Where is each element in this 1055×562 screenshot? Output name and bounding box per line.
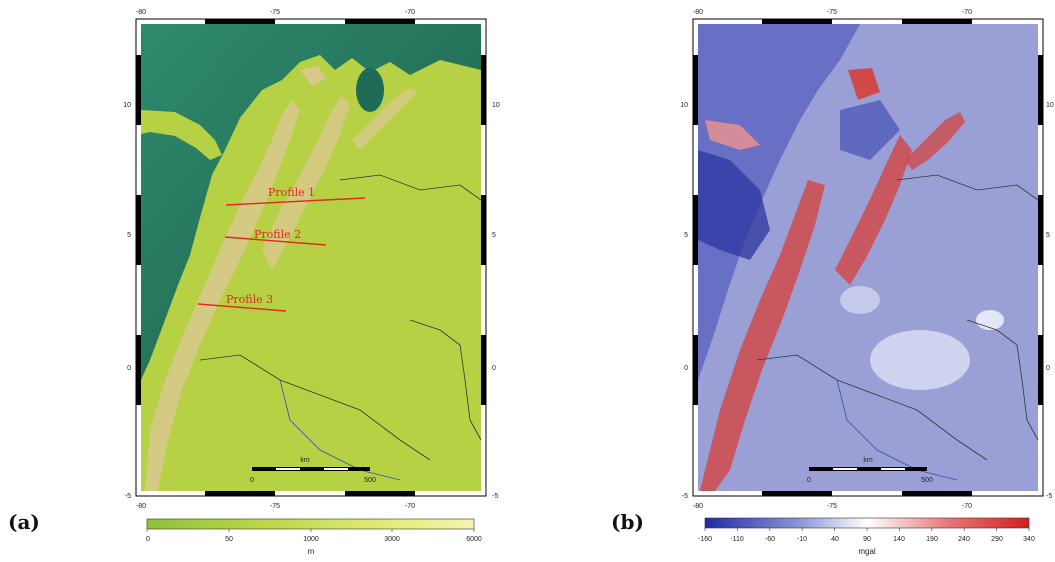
panel-a-lat-right-1: 10 — [492, 102, 500, 109]
panel-b-map: km 0 500 -80 -75 -70 -80 -75 -70 10 5 0 … — [680, 9, 1054, 556]
profile-1-line — [225, 197, 366, 206]
panel-b-cb-tick-1: -160 — [698, 536, 712, 543]
panel-b-lat-left-2: 5 — [684, 232, 688, 239]
panel-a-lat-left-4: -5 — [125, 493, 131, 500]
panel-a-lat-left-1: 10 — [123, 102, 131, 109]
panel-b-high-sierra — [848, 68, 880, 100]
panel-b-scalebar: km 0 500 — [807, 457, 933, 484]
profile-3-label: Profile 3 — [226, 293, 273, 306]
panel-b-cb-unit: mgal — [858, 547, 876, 556]
panel-b-ocean-low — [698, 24, 860, 380]
panel-b-lon-top-3: -70 — [962, 9, 972, 16]
panel-a-colorbar-ticks — [146, 529, 475, 532]
panel-b-light-patch-1 — [870, 330, 970, 390]
panel-b-colorbar — [704, 517, 1030, 529]
panel-b-high-central — [700, 180, 825, 491]
panel-b-light-patch-2 — [840, 286, 880, 314]
panel-a-cb-tick-4: 3000 — [384, 536, 400, 543]
panel-b-colorbar-ticks — [704, 528, 1030, 531]
panel-b-lon-top-1: -80 — [693, 9, 703, 16]
panel-b-lat-left-3: 0 — [684, 365, 688, 372]
panel-a-andes-central — [145, 100, 300, 491]
panel-a-cb-unit: m — [308, 547, 315, 556]
panel-b-letter: (b) — [611, 510, 644, 534]
panel-a-river — [279, 379, 401, 481]
panel-b-lat-right-3: 0 — [1046, 365, 1050, 372]
panel-b-cb-tick-5: 40 — [831, 536, 839, 543]
panel-b-cb-tick-6: 90 — [863, 536, 871, 543]
profile-1-label: Profile 1 — [268, 186, 315, 199]
panel-a-scalebar-start: 0 — [250, 477, 254, 484]
panel-a-lat-left-3: 0 — [127, 365, 131, 372]
panel-b-scalebar-label: km — [863, 457, 873, 464]
panel-b-lat-right-1: 10 — [1046, 102, 1054, 109]
panel-b-lon-bottom-1: -80 — [693, 503, 703, 510]
panel-a-ocean — [141, 24, 481, 380]
panel-a-lat-right-3: 0 — [492, 365, 496, 372]
profile-2-line — [224, 236, 327, 246]
panel-a-merida-range — [352, 88, 418, 150]
panel-a-cb-tick-5: 6000 — [466, 536, 482, 543]
panel-a-border-1 — [339, 174, 481, 201]
panel-a-border-2 — [199, 354, 431, 461]
panel-b-lat-left-4: -5 — [682, 493, 688, 500]
panel-b-scalebar-start: 0 — [807, 477, 811, 484]
panel-a-sierra-nevada — [300, 66, 326, 86]
panel-b-high-eastern — [835, 135, 912, 285]
panel-b-lon-bottom-2: -75 — [827, 503, 837, 510]
panel-a-scalebar-end: 500 — [364, 477, 376, 484]
panel-b-low-west — [698, 150, 770, 260]
panel-b-cb-tick-8: 190 — [926, 536, 938, 543]
panel-a-map: Profile 1 Profile 2 Profile 3 km 0 500 -… — [123, 9, 500, 556]
panel-b-frame-ticks — [693, 19, 1043, 496]
panel-b-lat-right-2: 5 — [1046, 232, 1050, 239]
panel-b-light-patch-3 — [976, 310, 1004, 330]
panel-b-border-1 — [896, 174, 1038, 201]
panel-a-colorbar — [146, 518, 475, 530]
panel-a-scalebar: km 0 500 — [250, 457, 376, 484]
panel-b-high-panama — [705, 120, 760, 150]
panel-a-lat-left-2: 5 — [127, 232, 131, 239]
panel-a-lake — [356, 68, 384, 112]
panel-a-lon-top-3: -70 — [405, 9, 415, 16]
panel-b-cb-tick-11: 340 — [1023, 536, 1035, 543]
panel-b-low-north — [840, 100, 900, 160]
panel-a-panama — [141, 110, 222, 160]
panel-a-lon-bottom-3: -70 — [405, 503, 415, 510]
panel-b-cb-tick-2: -110 — [730, 536, 744, 543]
panel-a-cb-tick-1: 0 — [146, 536, 150, 543]
profile-2-label: Profile 2 — [254, 228, 301, 241]
panel-a-lon-bottom-2: -75 — [270, 503, 280, 510]
panel-a-frame-ticks — [136, 19, 486, 496]
panel-b-cb-tick-9: 240 — [958, 536, 970, 543]
panel-b-lat-left-1: 10 — [680, 102, 688, 109]
panel-b-border-2 — [756, 354, 988, 461]
panel-b-lat-right-4: -5 — [1046, 493, 1052, 500]
panel-b-cb-tick-3: -60 — [765, 536, 775, 543]
panel-a-border-3 — [409, 319, 481, 441]
panel-b-cb-tick-7: 140 — [893, 536, 905, 543]
panel-a-lon-top-1: -80 — [136, 9, 146, 16]
panel-b-river — [836, 379, 958, 481]
panel-a-cb-tick-2: 50 — [225, 536, 233, 543]
panel-b-scalebar-end: 500 — [921, 477, 933, 484]
panel-b-border-3 — [966, 319, 1038, 441]
panel-a-lon-bottom-1: -80 — [136, 503, 146, 510]
panel-b-high-merida — [905, 112, 965, 170]
panel-a-andes-eastern — [262, 95, 350, 270]
panel-b-cb-tick-4: -10 — [797, 536, 807, 543]
panel-b-lon-top-2: -75 — [827, 9, 837, 16]
panel-a-scalebar-label: km — [300, 457, 310, 464]
panel-a-cb-tick-3: 1000 — [303, 536, 319, 543]
panel-a-letter: (a) — [8, 510, 40, 534]
panel-b-cb-tick-10: 290 — [991, 536, 1003, 543]
panel-a-lat-right-2: 5 — [492, 232, 496, 239]
profile-3-line — [197, 303, 287, 312]
panel-b-lon-bottom-3: -70 — [962, 503, 972, 510]
panel-a-lon-top-2: -75 — [270, 9, 280, 16]
panel-a-lat-right-4: -5 — [492, 493, 498, 500]
